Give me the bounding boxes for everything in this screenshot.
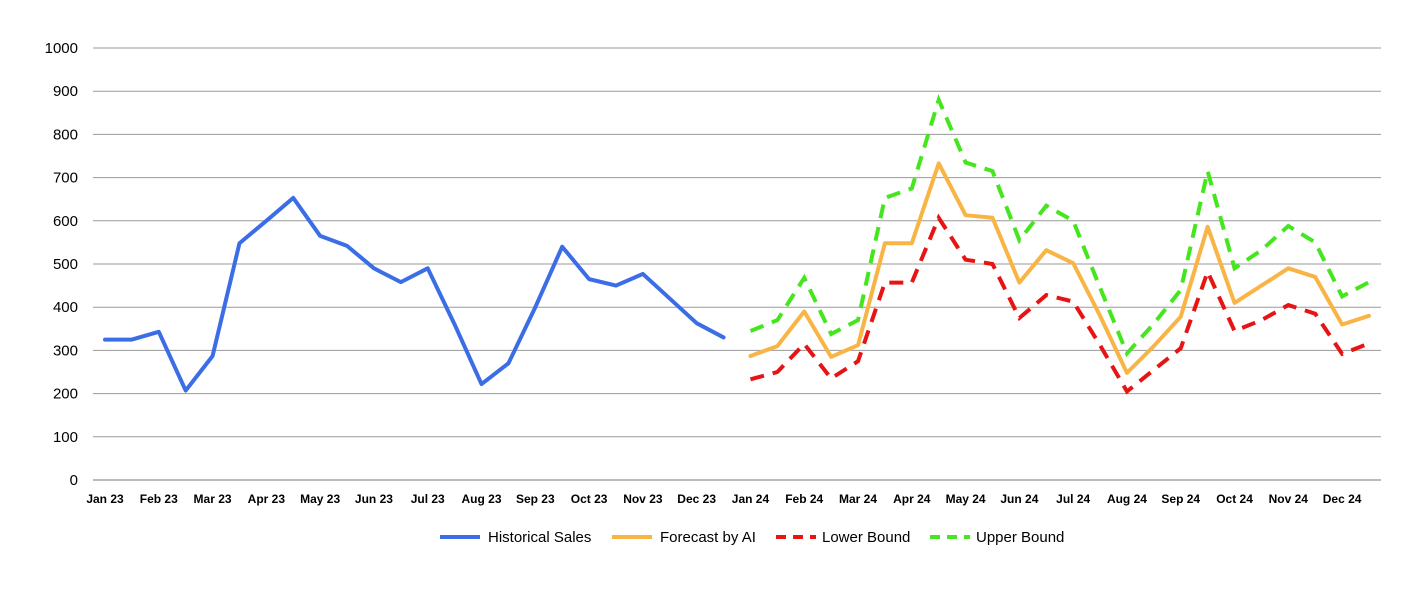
y-tick-label: 600 [53,213,78,230]
y-tick-label: 400 [53,299,78,316]
series-line-lower-bound [749,213,1370,395]
x-tick-label: Mar 24 [839,492,877,506]
x-tick-label: Jul 24 [1056,492,1090,506]
x-tick-label: May 23 [300,492,340,506]
y-tick-label: 700 [53,170,78,187]
y-tick-label: 0 [70,472,78,489]
x-axis-ticks: Jan 23 Feb 23 Mar 23 Apr 23 May 23 Jun 23 Jul … [86,492,1361,506]
y-axis-ticks: 0 100 200 300 400 500 600 700 800 900 1000 [45,40,78,489]
series-line-historical-sales [103,195,726,393]
x-tick-label: Nov 23 [623,492,663,506]
x-tick-label: Dec 24 [1323,492,1362,506]
x-tick-label: Aug 24 [1107,492,1147,506]
legend-label: Forecast by AI [660,529,756,546]
x-tick-label: Jan 24 [732,492,770,506]
y-tick-label: 900 [53,83,78,100]
legend-label: Lower Bound [822,529,910,546]
y-tick-label: 200 [53,386,78,403]
x-tick-label: Dec 23 [677,492,716,506]
x-tick-label: Oct 24 [1216,492,1253,506]
x-tick-label: Jun 23 [355,492,393,506]
y-tick-label: 100 [53,429,78,446]
x-tick-label: May 24 [946,492,986,506]
x-tick-label: Feb 24 [785,492,823,506]
x-tick-label: Sep 24 [1161,492,1200,506]
x-tick-label: Apr 24 [893,492,931,506]
legend-label: Historical Sales [488,529,591,546]
x-tick-label: Oct 23 [571,492,608,506]
y-tick-label: 1000 [45,40,78,57]
series-lines [103,94,1371,395]
x-tick-label: Jan 23 [86,492,124,506]
legend: Historical Sales Forecast by AI Lower Boun… [440,529,1064,546]
x-tick-label: Sep 23 [516,492,555,506]
x-tick-label: Jul 23 [411,492,445,506]
x-tick-label: Jun 24 [1000,492,1038,506]
legend-label: Upper Bound [976,529,1064,546]
y-tick-label: 800 [53,126,78,143]
x-tick-label: Nov 24 [1269,492,1309,506]
x-tick-label: Mar 23 [194,492,232,506]
x-tick-label: Apr 23 [248,492,286,506]
series-line-upper-bound [749,94,1370,358]
gridlines [93,47,1381,481]
y-tick-label: 300 [53,342,78,359]
y-tick-label: 500 [53,256,78,273]
x-tick-label: Feb 23 [140,492,178,506]
series-line-forecast-by-ai [748,161,1371,375]
x-tick-label: Aug 23 [462,492,502,506]
